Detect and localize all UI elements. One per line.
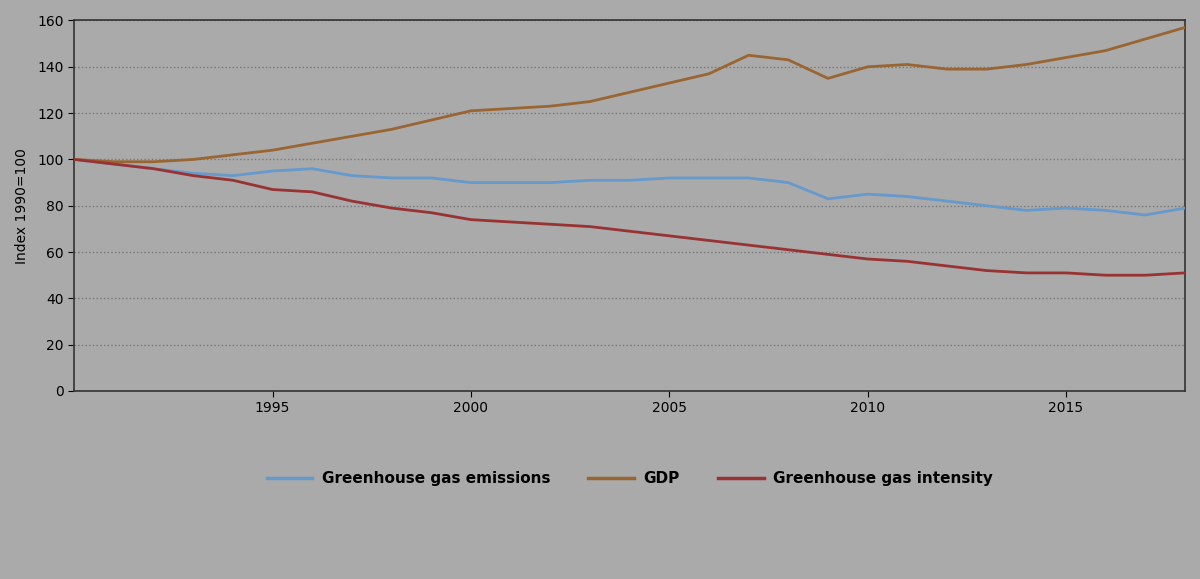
Greenhouse gas intensity [781,246,796,253]
Greenhouse gas intensity [186,172,200,179]
GDP [583,98,598,105]
Greenhouse gas intensity [226,177,240,184]
GDP [1098,47,1112,54]
Greenhouse gas intensity [146,165,161,172]
GDP [860,63,875,70]
Greenhouse gas emissions [979,202,994,209]
Greenhouse gas emissions [107,160,121,167]
Y-axis label: Index 1990=100: Index 1990=100 [14,148,29,263]
Greenhouse gas emissions [662,174,677,181]
GDP [742,52,756,58]
GDP [463,107,478,114]
Greenhouse gas intensity [1019,269,1033,276]
Greenhouse gas emissions [781,179,796,186]
Greenhouse gas intensity [1058,269,1073,276]
Greenhouse gas emissions [702,174,716,181]
GDP [1019,61,1033,68]
GDP [544,102,558,109]
Greenhouse gas emissions [265,167,280,174]
Greenhouse gas intensity [384,204,398,211]
Greenhouse gas intensity [544,221,558,228]
Greenhouse gas emissions [860,190,875,197]
GDP [424,116,438,123]
Greenhouse gas intensity [583,223,598,230]
Greenhouse gas emissions [1098,207,1112,214]
Greenhouse gas emissions [424,174,438,181]
GDP [1138,35,1152,42]
GDP [940,65,954,72]
Greenhouse gas emissions [305,165,319,172]
Greenhouse gas emissions [504,179,518,186]
Greenhouse gas emissions [344,172,359,179]
Greenhouse gas intensity [821,251,835,258]
Greenhouse gas emissions [900,193,914,200]
Greenhouse gas intensity [424,209,438,216]
Greenhouse gas emissions [463,179,478,186]
GDP [305,140,319,146]
GDP [1177,24,1192,31]
GDP [384,126,398,133]
Greenhouse gas emissions [384,174,398,181]
GDP [900,61,914,68]
Greenhouse gas intensity [305,188,319,195]
GDP [781,56,796,63]
Legend: Greenhouse gas emissions, GDP, Greenhouse gas intensity: Greenhouse gas emissions, GDP, Greenhous… [260,466,998,493]
Greenhouse gas intensity [940,262,954,269]
Greenhouse gas emissions [67,156,82,163]
Greenhouse gas emissions [940,197,954,204]
Greenhouse gas emissions [186,170,200,177]
Greenhouse gas emissions [1177,204,1192,211]
GDP [67,156,82,163]
Greenhouse gas intensity [107,160,121,167]
Greenhouse gas intensity [900,258,914,265]
GDP [504,105,518,112]
Greenhouse gas intensity [463,216,478,223]
Greenhouse gas intensity [265,186,280,193]
Greenhouse gas intensity [344,197,359,204]
Line: Greenhouse gas intensity: Greenhouse gas intensity [74,159,1184,275]
Greenhouse gas emissions [1138,211,1152,218]
GDP [146,158,161,165]
Line: Greenhouse gas emissions: Greenhouse gas emissions [74,159,1184,215]
Greenhouse gas emissions [623,177,637,184]
Greenhouse gas emissions [821,195,835,202]
GDP [186,156,200,163]
Greenhouse gas emissions [226,172,240,179]
Greenhouse gas intensity [742,241,756,248]
GDP [662,79,677,86]
Greenhouse gas emissions [583,177,598,184]
Line: GDP: GDP [74,27,1184,162]
Greenhouse gas intensity [702,237,716,244]
GDP [265,146,280,153]
Greenhouse gas intensity [504,218,518,225]
Greenhouse gas emissions [1058,204,1073,211]
GDP [226,151,240,158]
GDP [1058,54,1073,61]
GDP [979,65,994,72]
GDP [821,75,835,82]
Greenhouse gas intensity [979,267,994,274]
Greenhouse gas intensity [623,228,637,234]
Greenhouse gas emissions [146,165,161,172]
Greenhouse gas intensity [1138,272,1152,278]
Greenhouse gas intensity [1177,269,1192,276]
GDP [702,70,716,77]
Greenhouse gas emissions [1019,207,1033,214]
Greenhouse gas intensity [662,232,677,239]
Greenhouse gas emissions [544,179,558,186]
GDP [344,133,359,140]
GDP [623,89,637,96]
Greenhouse gas intensity [860,255,875,262]
Greenhouse gas intensity [67,156,82,163]
Greenhouse gas intensity [1098,272,1112,278]
Greenhouse gas emissions [742,174,756,181]
GDP [107,158,121,165]
